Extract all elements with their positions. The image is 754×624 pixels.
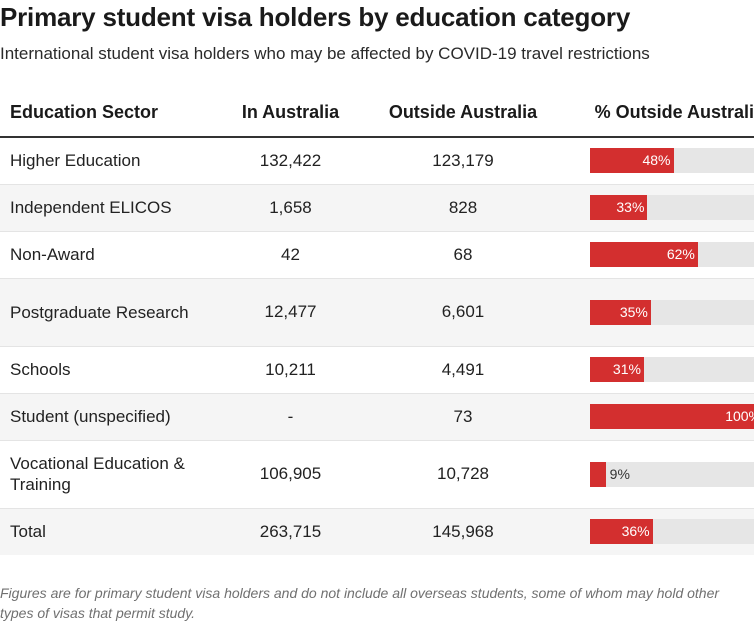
pct-bar: [590, 195, 648, 220]
table-header-row: Education Sector In Australia Outside Au…: [0, 89, 754, 138]
cell-outside-australia: 828: [356, 184, 570, 232]
cell-pct-outside: 31%: [570, 346, 754, 394]
table-row: Total 263,715 145,968 36%: [0, 508, 754, 555]
cell-sector: Total: [0, 508, 225, 555]
cell-pct-outside: 62%: [570, 231, 754, 279]
cell-outside-australia: 73: [356, 393, 570, 441]
cell-in-australia: 10,211: [225, 346, 356, 394]
sector-label: Independent ELICOS: [10, 198, 172, 217]
cell-sector: Independent ELICOS: [0, 184, 225, 232]
table-body: Higher Education 132,422 123,179 48% Indepen…: [0, 137, 754, 555]
cell-sector: Schools: [0, 346, 225, 394]
cell-outside-australia: 68: [356, 231, 570, 279]
column-header-outside-australia: Outside Australia: [356, 89, 570, 138]
sector-label: Non-Award: [10, 245, 95, 264]
bar-track: 100%: [590, 404, 754, 429]
cell-in-australia: 12,477: [225, 278, 356, 347]
pct-label: 62%: [666, 246, 695, 262]
cell-pct-outside: 100%: [570, 393, 754, 441]
cell-sector: Higher Education: [0, 137, 225, 185]
cell-in-australia: 1,658: [225, 184, 356, 232]
table-row: Higher Education 132,422 123,179 48%: [0, 137, 754, 185]
pct-bar: [590, 299, 651, 325]
cell-in-australia: 263,715: [225, 508, 356, 555]
bar-track: 9%: [590, 461, 754, 487]
pct-bar: [590, 519, 653, 545]
pct-label: 35%: [619, 303, 648, 320]
cell-outside-australia: 10,728: [356, 440, 570, 509]
pct-bar: [590, 357, 644, 382]
pct-bar: [590, 404, 754, 429]
sector-label: Higher Education: [10, 151, 141, 171]
pct-label: 9%: [609, 465, 630, 482]
column-header-in-australia: In Australia: [225, 89, 356, 138]
cell-pct-outside: 9%: [570, 440, 754, 509]
cell-pct-outside: 33%: [570, 184, 754, 232]
cell-pct-outside: 35%: [570, 278, 754, 347]
cell-outside-australia: 145,968: [356, 508, 570, 555]
bar-track: 35%: [590, 299, 754, 325]
bar-track: 62%: [590, 242, 754, 267]
cell-sector: Student (unspecified): [0, 393, 225, 441]
cell-in-australia: 42: [225, 231, 356, 279]
chart-title: Primary student visa holders by educatio…: [0, 2, 631, 32]
bar-track: 36%: [590, 519, 754, 545]
column-header-pct-outside: % Outside Australia: [570, 89, 754, 138]
pct-bar: [590, 461, 606, 487]
bar-track: 31%: [590, 357, 754, 382]
chart-subtitle: International student visa holders who m…: [0, 44, 650, 63]
sector-label: Vocational Education & Training: [10, 454, 185, 494]
pct-label: 31%: [612, 361, 641, 377]
pct-bar: [590, 148, 674, 174]
pct-label: 36%: [621, 523, 650, 540]
sector-label: Total: [10, 522, 46, 542]
table-row: Vocational Education & Training 106,905 10…: [0, 440, 754, 509]
sector-label: Schools: [10, 360, 71, 379]
sector-label: Student (unspecified): [10, 407, 171, 426]
visa-table: Education Sector In Australia Outside Au…: [0, 89, 754, 555]
cell-in-australia: -: [225, 393, 356, 441]
cell-sector: Vocational Education & Training: [0, 440, 225, 509]
footnote: Figures are for primary student visa hol…: [0, 585, 720, 621]
bar-track: 48%: [590, 148, 754, 174]
table-row: Non-Award 42 68 62%: [0, 231, 754, 279]
table-row: Student (unspecified) -73 100%: [0, 393, 754, 441]
cell-outside-australia: 6,601: [356, 278, 570, 347]
cell-sector: Non-Award: [0, 231, 225, 279]
table-row: Schools 10,211 4,491 31%: [0, 346, 754, 394]
table-row: Independent ELICOS 1,658 828 33%: [0, 184, 754, 232]
cell-pct-outside: 48%: [570, 137, 754, 185]
cell-outside-australia: 123,179: [356, 137, 570, 185]
cell-sector: Postgraduate Research: [0, 278, 225, 347]
sector-label: Postgraduate Research: [10, 302, 189, 322]
bar-track: 33%: [590, 195, 754, 220]
cell-outside-australia: 4,491: [356, 346, 570, 394]
table-row: Postgraduate Research 12,477 6,601 35%: [0, 278, 754, 347]
cell-in-australia: 132,422: [225, 137, 356, 185]
pct-label: 33%: [616, 199, 645, 215]
cell-in-australia: 106,905: [225, 440, 356, 509]
pct-label: 48%: [642, 152, 671, 169]
pct-bar: [590, 242, 698, 267]
pct-label: 100%: [725, 408, 754, 424]
cell-pct-outside: 36%: [570, 508, 754, 555]
column-header-sector: Education Sector: [0, 89, 225, 138]
